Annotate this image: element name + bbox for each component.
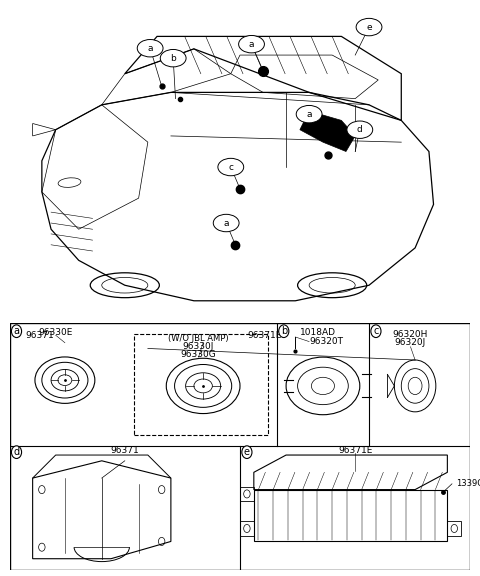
Circle shape: [242, 446, 252, 458]
Circle shape: [347, 121, 372, 138]
Text: c: c: [373, 326, 379, 336]
Bar: [134, 334, 268, 435]
Circle shape: [12, 325, 22, 338]
Text: e: e: [366, 22, 372, 32]
Circle shape: [371, 325, 381, 338]
Text: 1018AD: 1018AD: [300, 328, 336, 338]
Circle shape: [279, 325, 289, 338]
Circle shape: [218, 158, 244, 176]
Circle shape: [356, 18, 382, 36]
Text: b: b: [170, 54, 176, 63]
Text: d: d: [357, 125, 363, 134]
Text: a: a: [147, 44, 153, 53]
Circle shape: [296, 105, 322, 123]
Text: 96330J: 96330J: [183, 342, 214, 351]
Text: 1339CC: 1339CC: [456, 479, 480, 488]
Text: a: a: [13, 326, 20, 336]
Bar: [240, 487, 254, 501]
Text: 96320H: 96320H: [393, 329, 428, 339]
Bar: [240, 521, 254, 536]
Circle shape: [239, 36, 264, 53]
Bar: [447, 521, 461, 536]
Circle shape: [213, 214, 239, 232]
Text: b: b: [281, 326, 287, 336]
Text: 96320J: 96320J: [395, 338, 426, 347]
Text: (W/O JBL AMP): (W/O JBL AMP): [168, 334, 229, 343]
Text: a: a: [249, 40, 254, 49]
Text: a: a: [223, 218, 229, 228]
Polygon shape: [300, 111, 355, 151]
Text: 96330G: 96330G: [180, 350, 216, 359]
Text: 96371: 96371: [110, 446, 139, 455]
Text: a: a: [306, 109, 312, 119]
Circle shape: [137, 40, 163, 57]
Circle shape: [12, 446, 22, 458]
Text: 96371E: 96371E: [247, 331, 281, 340]
Text: 96371E: 96371E: [338, 446, 372, 455]
Text: 96371: 96371: [26, 331, 54, 340]
Text: 96320T: 96320T: [309, 337, 343, 346]
Text: e: e: [244, 447, 250, 457]
Circle shape: [160, 50, 186, 67]
Text: c: c: [228, 162, 233, 172]
Text: 96330E: 96330E: [38, 328, 73, 338]
Text: d: d: [13, 447, 20, 457]
